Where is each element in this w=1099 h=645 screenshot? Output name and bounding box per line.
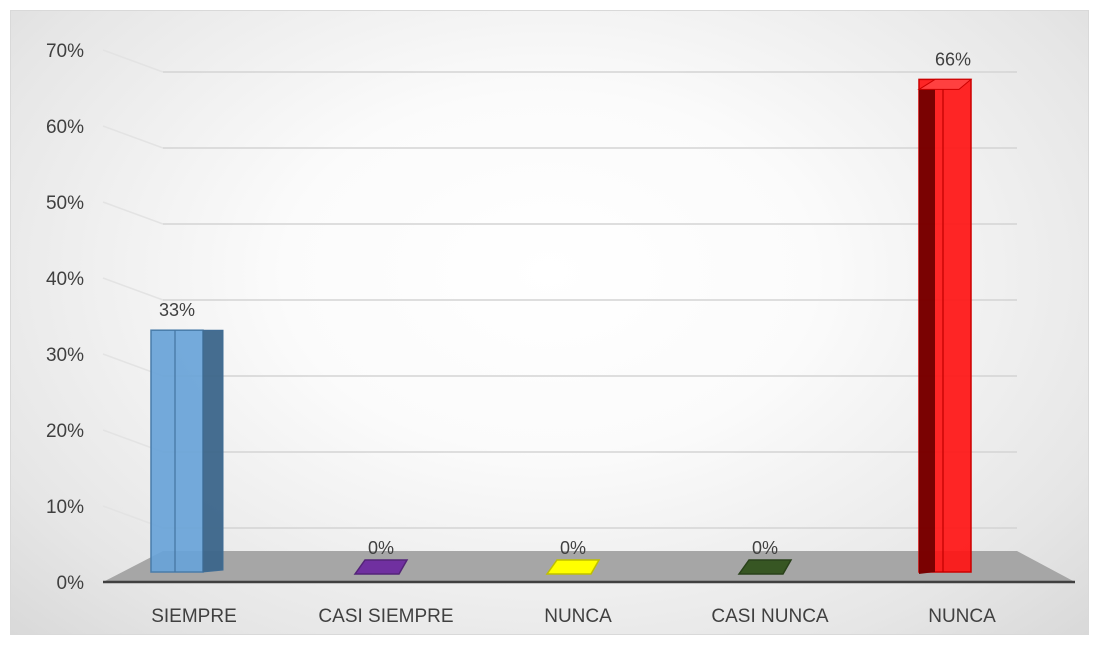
bar bbox=[737, 559, 793, 575]
gridline-wall bbox=[102, 277, 164, 301]
x-category-label: NUNCA bbox=[928, 606, 996, 627]
data-label: 0% bbox=[560, 538, 586, 558]
gridline-wall bbox=[102, 125, 164, 149]
y-tick-label: 40% bbox=[46, 269, 84, 290]
y-tick-label: 30% bbox=[46, 345, 84, 366]
x-category-label: NUNCA bbox=[544, 606, 612, 627]
bar bbox=[353, 559, 409, 575]
data-label: 0% bbox=[752, 538, 778, 558]
bar bbox=[545, 559, 601, 575]
x-category-label: SIEMPRE bbox=[151, 606, 237, 627]
gridline-wall bbox=[102, 201, 164, 225]
y-tick-label: 10% bbox=[46, 497, 84, 518]
y-tick-label: 60% bbox=[46, 117, 84, 138]
bar-side bbox=[202, 329, 224, 573]
y-tick-label: 20% bbox=[46, 421, 84, 442]
y-tick-label: 50% bbox=[46, 193, 84, 214]
data-label: 0% bbox=[368, 538, 394, 558]
bar-top bbox=[917, 78, 973, 90]
gridline-wall bbox=[102, 49, 164, 73]
bar bbox=[150, 329, 204, 573]
x-category-label: CASI NUNCA bbox=[711, 606, 829, 627]
data-label: 33% bbox=[159, 300, 195, 320]
y-tick-label: 70% bbox=[46, 41, 84, 62]
data-label: 66% bbox=[935, 49, 971, 69]
bar-side bbox=[919, 79, 935, 575]
y-tick-label: 0% bbox=[57, 573, 85, 594]
x-category-label: CASI SIEMPRE bbox=[318, 606, 453, 627]
